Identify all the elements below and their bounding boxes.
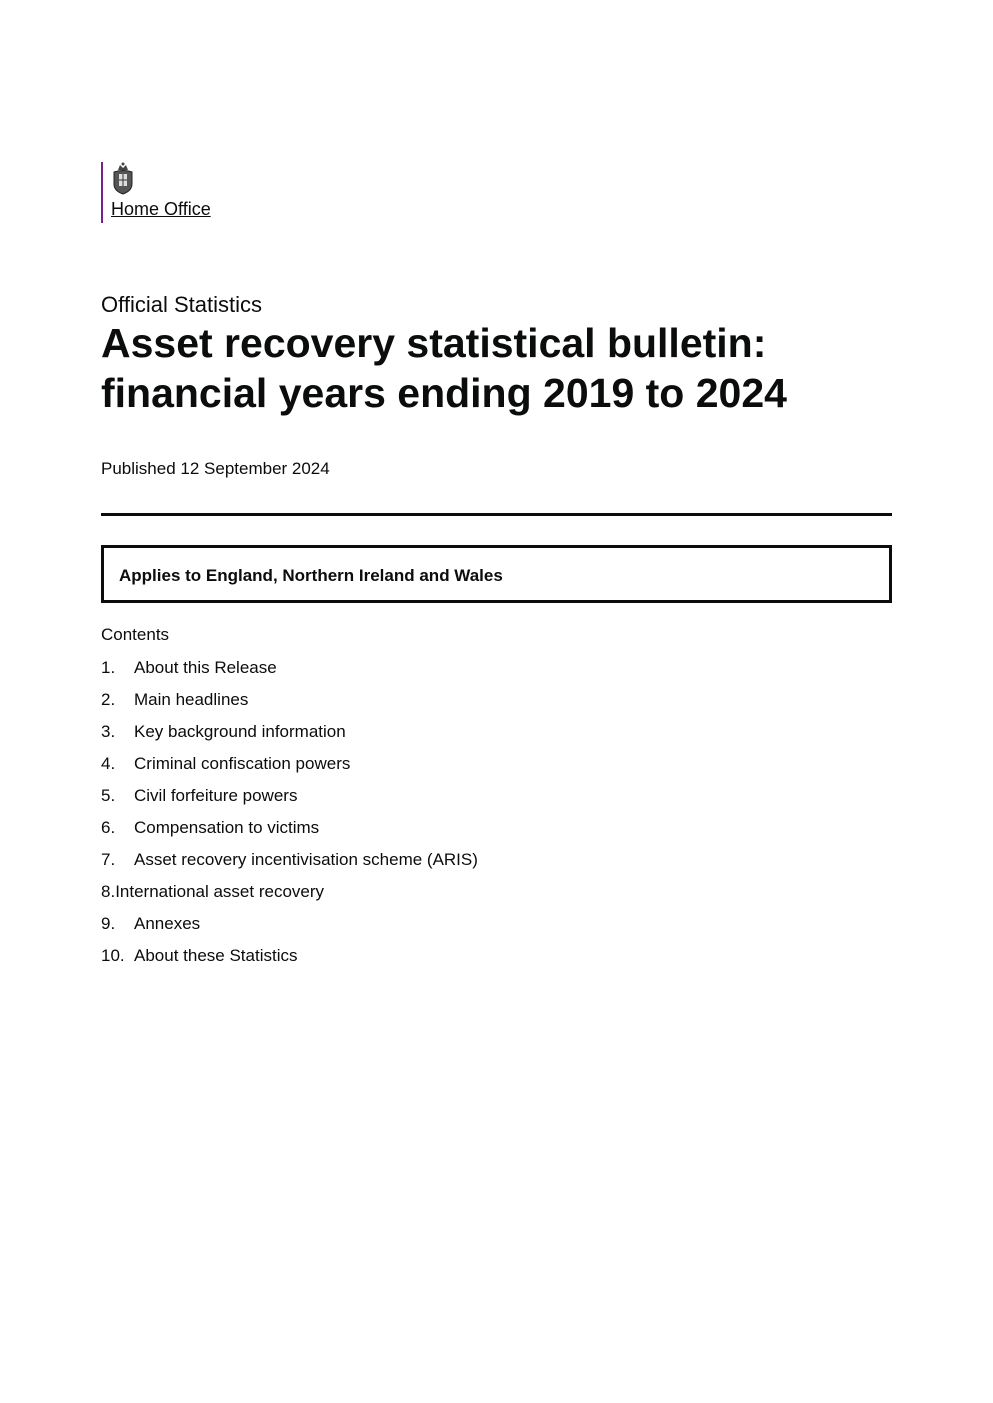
item-number: 4.: [101, 754, 116, 773]
item-label[interactable]: Key background information: [134, 722, 346, 741]
applies-to-box: Applies to England, Northern Ireland and…: [101, 545, 892, 603]
contents-item[interactable]: 4. Criminal confiscation powers: [101, 753, 478, 785]
contents-item[interactable]: 7. Asset recovery incentivisation scheme …: [101, 849, 478, 881]
item-label[interactable]: Criminal confiscation powers: [134, 754, 351, 773]
contents-item[interactable]: 3. Key background information: [101, 721, 478, 753]
item-label[interactable]: About these Statistics: [134, 946, 298, 965]
published-date: Published 12 September 2024: [101, 459, 330, 478]
item-label[interactable]: About this Release: [134, 658, 277, 677]
royal-coat-of-arms-icon: [113, 162, 133, 195]
contents-item[interactable]: 2. Main headlines: [101, 689, 478, 721]
contents-item[interactable]: 1. About this Release: [101, 657, 478, 689]
contents-heading: Contents: [101, 625, 170, 644]
document-type: Official Statistics: [101, 292, 262, 317]
divider: [101, 513, 892, 516]
item-label[interactable]: Main headlines: [134, 690, 249, 709]
item-label[interactable]: International asset recovery: [115, 882, 325, 901]
item-label[interactable]: Civil forfeiture powers: [134, 786, 298, 805]
item-label[interactable]: Asset recovery incentivisation scheme (A…: [134, 850, 478, 869]
item-label[interactable]: Annexes: [134, 914, 201, 933]
contents-item[interactable]: 6. Compensation to victims: [101, 817, 478, 849]
item-number: 10.: [101, 946, 125, 965]
item-number: 8.: [101, 882, 116, 901]
contents-item[interactable]: 10. About these Statistics: [101, 945, 478, 977]
item-number: 2.: [101, 690, 116, 709]
contents-item[interactable]: 5. Civil forfeiture powers: [101, 785, 478, 817]
contents-item[interactable]: 9. Annexes: [101, 913, 478, 945]
contents-item[interactable]: 8.International asset recovery: [101, 881, 478, 913]
item-number: 6.: [101, 818, 116, 837]
title-line-2: financial years ending 2019 to 2024: [101, 370, 787, 416]
item-number: 9.: [101, 914, 116, 933]
item-number: 7.: [101, 850, 116, 869]
home-office-logo[interactable]: Home Office: [101, 162, 211, 223]
item-number: 3.: [101, 722, 116, 741]
contents-list: 1. About this Release 2. Main headlines 3.…: [101, 657, 478, 977]
home-office-link[interactable]: Home Office: [111, 199, 211, 219]
applies-to-text: Applies to England, Northern Ireland and…: [119, 566, 503, 585]
item-number: 5.: [101, 786, 116, 805]
item-label[interactable]: Compensation to victims: [134, 818, 320, 837]
item-number: 1.: [101, 658, 116, 677]
title-line-1: Asset recovery statistical bulletin:: [101, 320, 767, 366]
page-title: Asset recovery statistical bulletin: fin…: [101, 318, 921, 418]
